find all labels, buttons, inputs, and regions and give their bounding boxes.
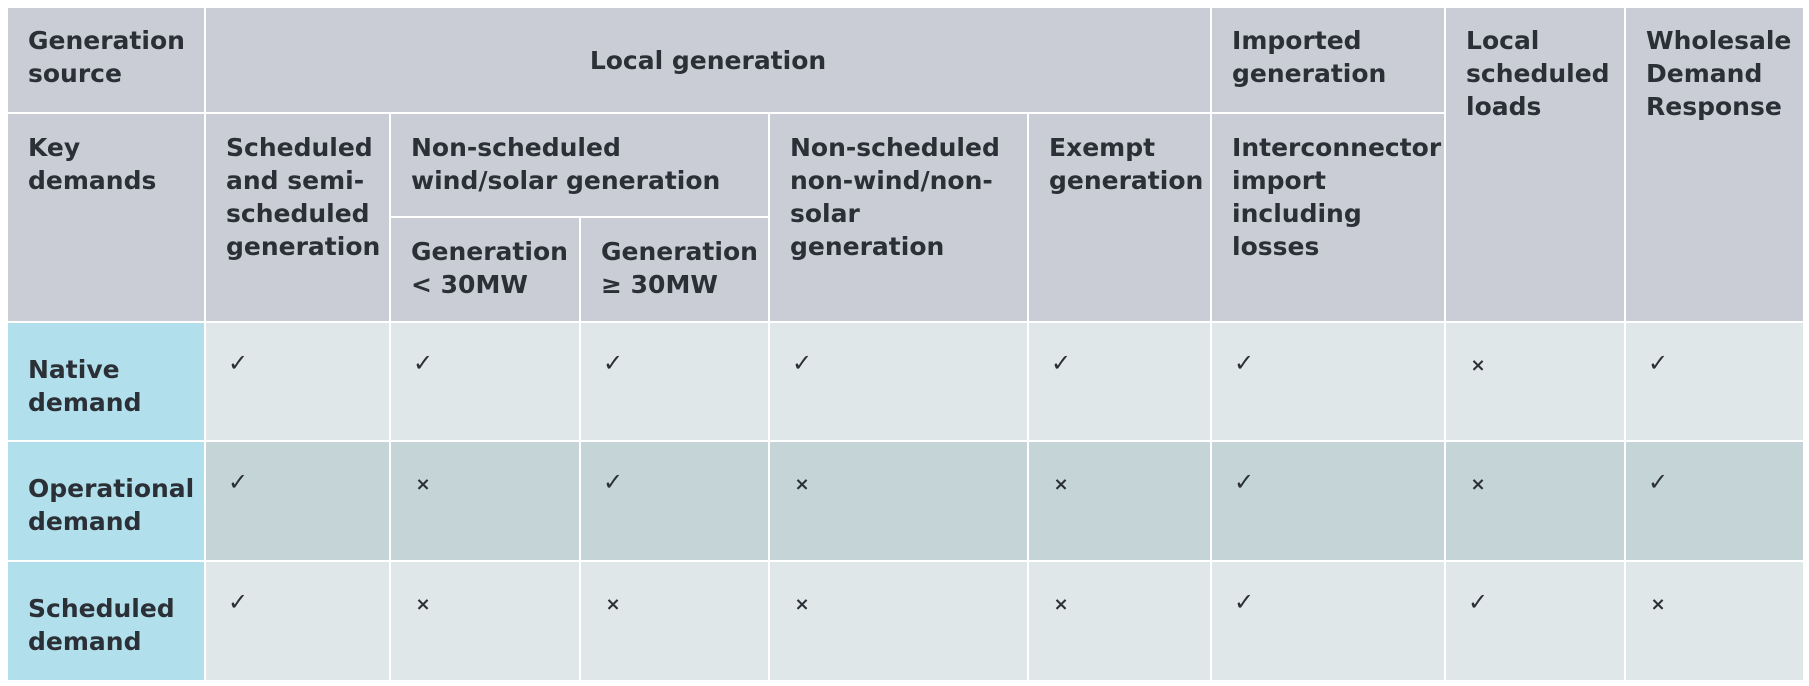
table-cell: ✓	[1026, 321, 1213, 442]
table-cell: ×	[1026, 440, 1213, 562]
cross-icon: ×	[794, 474, 810, 495]
cross-icon: ×	[794, 594, 810, 615]
header-non-scheduled-non-wind-solar: Non-scheduled non-wind/non-solar generat…	[768, 112, 1029, 323]
table-cell: ×	[768, 440, 1029, 562]
header-local-generation: Local generation	[203, 6, 1213, 114]
table-row-operational-demand: Operational demand ✓ × ✓ × × ✓ × ✓	[6, 440, 1806, 562]
header-local-scheduled-loads: Local scheduled loads	[1444, 6, 1627, 323]
header-key-demands: Key demands	[6, 112, 206, 323]
check-icon: ✓	[412, 349, 434, 377]
check-icon: ✓	[602, 349, 624, 377]
table-cell: ✓	[1624, 440, 1806, 562]
header-non-scheduled-wind-solar: Non-scheduled wind/solar generation	[389, 112, 770, 218]
table-cell: ✓	[1444, 560, 1627, 682]
header-scheduled-semi-scheduled: Scheduled and semi-scheduled generation	[204, 112, 391, 323]
table-cell: ✓	[204, 440, 391, 562]
header-generation-lt-30mw: Generation < 30MW	[389, 216, 581, 323]
header-generation-source: Generation source	[6, 6, 206, 114]
check-icon: ✓	[1050, 349, 1072, 377]
check-icon: ✓	[1233, 349, 1255, 377]
table-cell: ✓	[1210, 440, 1447, 562]
row-label-scheduled-demand: Scheduled demand	[6, 560, 206, 682]
header-exempt-generation: Exempt generation	[1026, 112, 1213, 323]
table-row-scheduled-demand: Scheduled demand ✓ × × × × ✓ ✓ ×	[6, 560, 1806, 682]
table-cell: ×	[1444, 321, 1627, 442]
header-imported-generation: Imported generation	[1210, 6, 1447, 114]
header-generation-ge-30mw: Generation ≥ 30MW	[579, 216, 770, 323]
table-cell: ×	[389, 440, 581, 562]
table-cell: ×	[1624, 560, 1806, 682]
table-cell: ×	[768, 560, 1029, 682]
table-cell: ×	[1026, 560, 1213, 682]
check-icon: ✓	[1233, 468, 1255, 496]
header-row-3: Generation < 30MW Generation ≥ 30MW	[7, 216, 1804, 323]
cross-icon: ×	[1650, 594, 1666, 615]
demand-definitions-table: Generation source Local generation Impor…	[6, 6, 1806, 682]
cross-icon: ×	[1053, 594, 1069, 615]
check-icon: ✓	[227, 468, 249, 496]
demand-definitions-table-container: Generation source Local generation Impor…	[6, 6, 1806, 682]
check-icon: ✓	[1647, 349, 1669, 377]
table-cell: ✓	[1210, 321, 1447, 442]
table-cell: ×	[1444, 440, 1627, 562]
cross-icon: ×	[1470, 355, 1486, 376]
check-icon: ✓	[227, 588, 249, 616]
check-icon: ✓	[602, 468, 624, 496]
check-icon: ✓	[1467, 588, 1489, 616]
table-cell: ✓	[204, 321, 391, 442]
table-cell: ✓	[1624, 321, 1806, 442]
table-cell: ✓	[579, 440, 770, 562]
cross-icon: ×	[415, 474, 431, 495]
cross-icon: ×	[1470, 474, 1486, 495]
row-label-native-demand: Native demand	[6, 321, 206, 442]
row-label-operational-demand: Operational demand	[6, 440, 206, 562]
table-cell: ✓	[768, 321, 1029, 442]
table-cell: ✓	[579, 321, 770, 442]
cross-icon: ×	[415, 594, 431, 615]
cross-icon: ×	[605, 594, 621, 615]
check-icon: ✓	[1647, 468, 1669, 496]
check-icon: ✓	[1233, 588, 1255, 616]
header-row-2: Key demands Scheduled and semi-scheduled…	[6, 112, 1804, 323]
header-wholesale-demand-response: Wholesale Demand Response	[1624, 6, 1806, 323]
table-cell: ✓	[204, 560, 391, 682]
table-cell: ×	[579, 560, 770, 682]
check-icon: ✓	[227, 349, 249, 377]
table-cell: ×	[389, 560, 581, 682]
cross-icon: ×	[1053, 474, 1069, 495]
header-row-1: Generation source Local generation Impor…	[6, 6, 1806, 323]
table-cell: ✓	[389, 321, 581, 442]
check-icon: ✓	[791, 349, 813, 377]
header-interconnector-import: Interconnector import including losses	[1210, 112, 1447, 323]
table-row-native-demand: Native demand ✓ ✓ ✓ ✓ ✓ ✓ × ✓	[6, 321, 1806, 442]
table-cell: ✓	[1210, 560, 1447, 682]
